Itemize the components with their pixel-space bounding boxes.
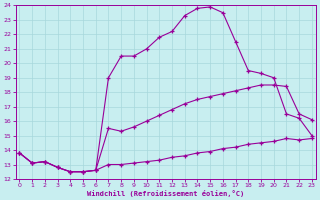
- X-axis label: Windchill (Refroidissement éolien,°C): Windchill (Refroidissement éolien,°C): [87, 190, 244, 197]
